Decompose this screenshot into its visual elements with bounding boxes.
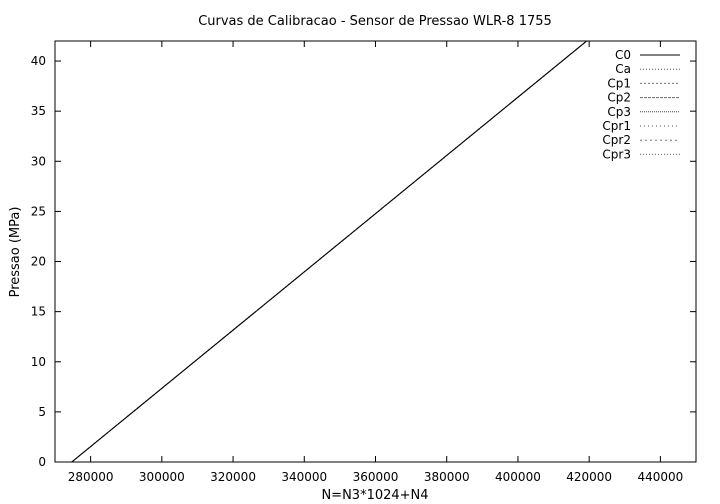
axis-ticks: 280000 300000 320000 340000 360000 380000 4000…	[31, 41, 696, 484]
x-axis-label: N=N3*1024+N4	[321, 488, 428, 503]
y-tick-label: 40	[31, 54, 46, 68]
legend-label-cp3: Cp3	[607, 105, 631, 119]
y-tick-label: 20	[31, 255, 46, 269]
legend-label-c0: C0	[615, 48, 631, 62]
legend-label-cpr1: Cpr1	[602, 119, 631, 133]
x-tick-label: 440000	[637, 470, 683, 484]
y-tick-label: 0	[38, 455, 46, 469]
plot-frame	[54, 40, 697, 463]
x-tick-label: 280000	[68, 470, 114, 484]
y-tick-label: 25	[31, 204, 46, 218]
series-lines	[71, 41, 587, 462]
chart-title: Curvas de Calibracao - Sensor de Pressao…	[198, 14, 552, 29]
x-tick-label: 300000	[139, 470, 185, 484]
x-tick-label: 420000	[566, 470, 612, 484]
legend-label-cpr2: Cpr2	[602, 133, 631, 147]
y-tick-label: 5	[38, 405, 46, 419]
series-line-c0	[71, 41, 587, 462]
x-tick-label: 360000	[353, 470, 399, 484]
x-tick-label: 400000	[495, 470, 541, 484]
legend-label-ca: Ca	[615, 62, 631, 76]
x-tick-label: 340000	[281, 470, 327, 484]
legend-label-cp2: Cp2	[607, 91, 631, 105]
y-tick-label: 10	[31, 355, 46, 369]
y-tick-label: 15	[31, 305, 46, 319]
legend-label-cpr3: Cpr3	[602, 147, 631, 161]
y-tick-label: 35	[31, 104, 46, 118]
y-tick-label: 30	[31, 154, 46, 168]
x-tick-label: 380000	[424, 470, 470, 484]
x-tick-label: 320000	[210, 470, 256, 484]
y-axis-label: Pressao (MPa)	[8, 207, 23, 298]
legend-label-cp1: Cp1	[607, 76, 631, 90]
